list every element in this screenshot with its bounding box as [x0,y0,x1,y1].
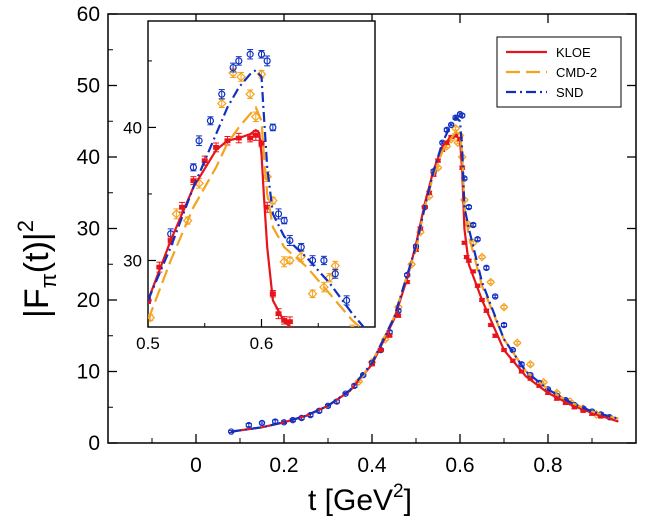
kloe-data-point [156,264,163,270]
snd-data-point [448,121,455,129]
snd-data-point [229,63,237,72]
legend-label-kloe: KLOE [556,45,591,60]
cmd2-data-point [279,256,290,267]
kloe-data-point [464,255,470,260]
cmd2-data-point [486,277,496,287]
y-tick-label: 10 [77,361,100,384]
y-tick-label: 20 [77,289,100,312]
snd-data-point [263,57,271,65]
y-tick-label: 50 [77,75,100,98]
inset-y-tick-label: 40 [123,118,142,137]
kloe-data-point [247,135,254,141]
cmd2-data-point [319,282,329,292]
kloe-data-point [470,269,476,274]
kloe-data-point [580,408,586,413]
snd-data-point [235,57,243,65]
cmd2-data-point [148,312,156,323]
cmd2-data-point [236,72,246,82]
y-tick-label: 0 [88,432,100,455]
y-tick-label: 30 [77,218,100,241]
x-axis-label: t [GeV2] [308,481,412,517]
cmd2-data-point [324,272,335,283]
x-tick-label: 0.4 [357,454,387,477]
kloe-data-point [395,313,401,318]
x-tick-label: 0.2 [269,454,298,477]
inset-data [148,49,366,327]
cmd2-data-point [262,171,273,182]
legend-label-cmd-2: CMD-2 [556,65,597,80]
kloe-data-point [148,297,151,303]
legend-label-snd: SND [556,85,583,100]
snd-data-point [274,210,283,218]
cmd2-data-point [512,338,522,348]
cmd2-data-point [245,89,255,100]
snd-data-point [195,137,203,145]
kloe-data-point [488,322,494,328]
x-tick-label: 0 [190,454,202,477]
snd-data-point [492,293,499,300]
snd-data-point [483,264,490,272]
snd-data-point [474,236,481,243]
snd-data-point [218,90,226,98]
snd-data-point [452,114,459,121]
cmd2-data-point [407,259,417,269]
snd-data-point [257,50,266,58]
y-tick-label: 60 [77,3,100,26]
kloe-data-point [179,204,186,210]
cmd2-data-point [216,98,227,109]
cmd2-data-point [499,302,509,312]
snd-data-point [297,243,305,251]
kloe-data-point [492,333,498,338]
snd-data-point [245,421,252,429]
snd-data-point [320,256,328,265]
cmd2-data-point [307,288,318,299]
kloe-data-point [461,240,467,245]
cmd2-data-point [171,209,182,219]
cmd2-data-point [285,255,295,266]
cmd2-data-point [525,359,535,369]
snd-data-point [246,50,254,58]
snd-data-point [470,221,477,229]
snd-data-point [500,321,508,329]
snd-data-point [258,419,266,427]
inset-y-tick-label: 30 [123,251,142,270]
snd-data-point [342,390,349,397]
kloe-data-point [387,333,393,338]
snd-data-point [459,112,466,119]
snd-fit-line [231,115,619,433]
inset-frame [147,20,376,328]
snd-data-point [331,270,339,278]
x-tick-label: 0.6 [445,454,474,477]
snd-data-point [206,117,215,125]
kloe-data-point [258,141,265,146]
snd-data-point [465,203,472,211]
inset-x-tick-label: 0.5 [136,334,160,353]
kloe-data-point [404,280,410,285]
y-tick-label: 40 [77,146,100,169]
kloe-data-point [275,311,282,317]
kloe-data-point [213,144,220,150]
inset-x-tick-label: 0.6 [250,334,274,353]
cmd2-data-point [354,377,364,386]
kloe-data-point [201,158,208,164]
inset-cmd-2-line [148,105,362,327]
x-tick-label: 0.8 [533,454,562,477]
kloe-data-point [264,204,271,210]
snd-data-point [286,236,294,245]
kloe-data-point [286,319,293,325]
inset-kloe-line [148,128,293,327]
inset-plot-area: 0.5 0.6 30 40 [123,20,376,353]
inset-snd-line [148,68,366,327]
snd-data-point [280,216,288,225]
y-axis-label: |Fπ(t)|2 [13,220,61,318]
kloe-data-point [190,178,197,184]
kloe-data-point [252,133,259,138]
legend: KLOE CMD-2 SND [496,36,622,108]
snd-data-point [269,123,277,132]
snd-data-point [189,163,197,171]
cmd2-data-point [182,215,193,226]
cmd2-data-point [477,252,487,262]
kloe-data-point [378,347,384,353]
